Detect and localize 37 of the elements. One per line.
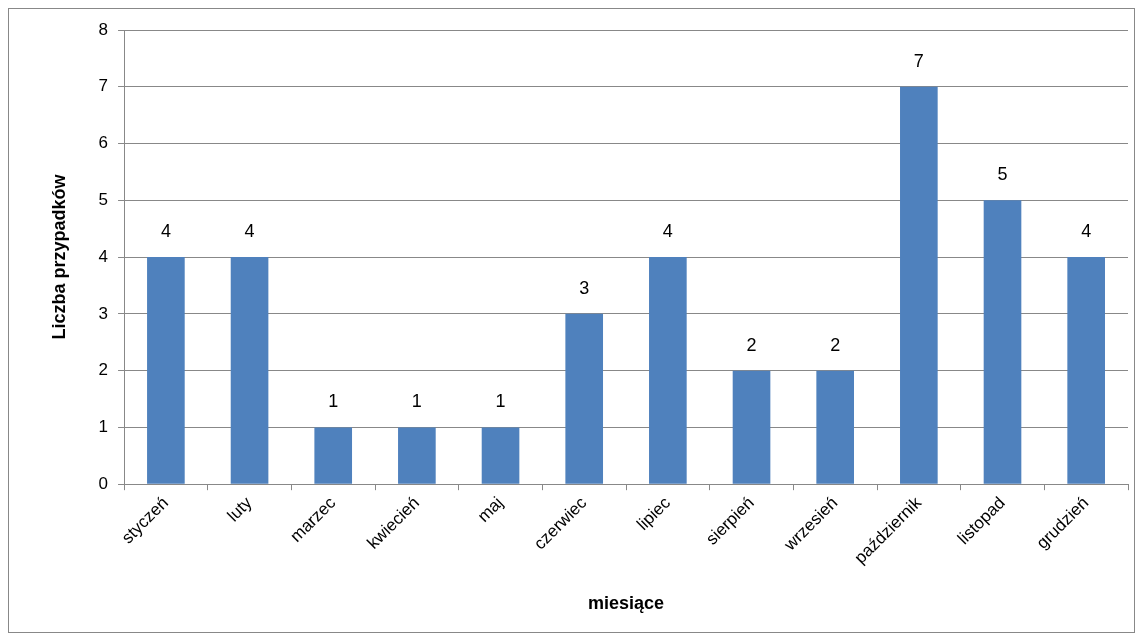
y-tick-label: 6 [98,133,109,153]
bar [983,200,1022,484]
bar [732,370,771,484]
data-label: 3 [579,277,590,298]
y-tick-label: 2 [98,360,109,380]
y-tick-label: 7 [98,76,109,96]
bar [481,427,520,484]
y-tick-label: 3 [98,303,109,323]
data-label: 7 [913,50,924,71]
x-tick-label: luty [223,492,257,526]
data-label: 4 [160,221,171,242]
data-label: 1 [328,391,339,412]
y-tick-label: 4 [98,246,109,266]
data-label: 4 [662,221,673,242]
data-label: 1 [411,391,422,412]
y-axis-title: Liczba przypadków [48,173,69,340]
bar [314,427,353,484]
data-label: 2 [746,334,757,355]
data-label: 4 [1081,221,1092,242]
data-label: 2 [830,334,841,355]
bar [147,257,185,484]
data-label: 1 [495,391,506,412]
data-label: 4 [244,221,255,242]
bar [565,313,604,484]
x-axis-title: miesiące [588,593,665,614]
bar [230,257,269,484]
y-tick-label: 1 [98,417,109,437]
data-label: 5 [997,164,1008,185]
bar [1067,257,1105,484]
y-tick-label: 8 [98,19,109,39]
bar [398,427,436,484]
bar [900,86,938,484]
x-tick-label: maj [473,493,507,526]
bar [649,257,687,484]
y-tick-label: 0 [98,473,109,493]
bar [816,370,855,484]
y-tick-label: 5 [98,190,109,209]
